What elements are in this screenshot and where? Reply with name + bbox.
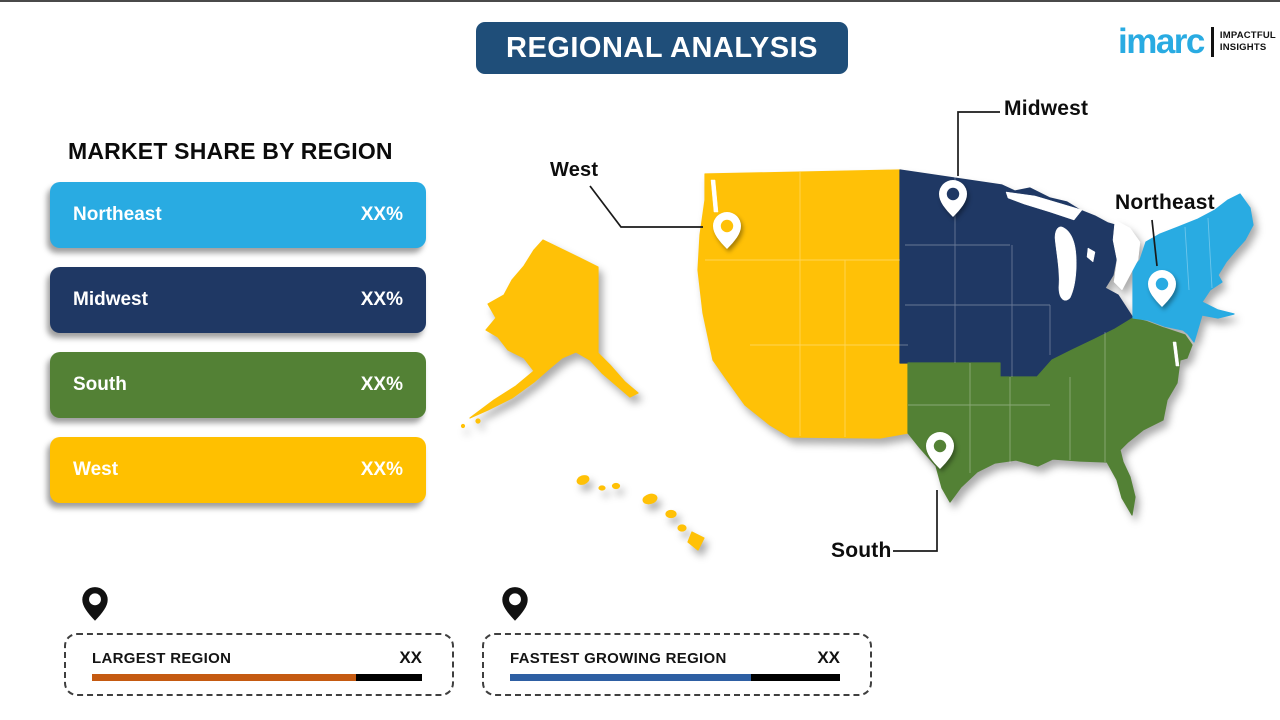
fastest-growing-region-bar-rest [750, 674, 840, 681]
largest-region-bar-rest [356, 674, 422, 681]
state-borders [705, 172, 1213, 473]
page-title: REGIONAL ANALYSIS [506, 31, 818, 64]
region-label: West [73, 459, 119, 480]
fastest-growing-region-bar-fill [510, 674, 751, 681]
map-hawaii [576, 475, 705, 551]
lake-huron-erie [1112, 219, 1141, 291]
largest-region-pin-icon [82, 587, 108, 621]
imarc-wordmark: imarc [1118, 22, 1205, 61]
midwest-leader-line [957, 111, 1000, 176]
market-share-bar-midwest: Midwest XX% [50, 267, 426, 333]
market-share-bar-northeast: Northeast XX% [50, 182, 426, 248]
map-label-south: South [831, 539, 892, 562]
label-leader-lines [589, 111, 1158, 552]
map-alaska [469, 239, 639, 419]
largest-region-label: LARGEST REGION [92, 649, 232, 667]
aleutian-island [460, 423, 466, 429]
northeast-pin-icon [1148, 270, 1176, 307]
logo-tagline-line2: INSIGHTS [1219, 41, 1267, 53]
lake-michigan [1054, 226, 1077, 301]
region-label: South [73, 374, 127, 395]
market-share-bar-west: West XX% [50, 437, 426, 503]
west-leader-line [589, 185, 703, 228]
us-regions-map [460, 111, 1254, 552]
chesapeake-bay [1172, 341, 1180, 367]
top-border-rule [0, 0, 1280, 2]
map-region-northeast [1132, 193, 1254, 343]
map-region-south [907, 317, 1193, 516]
fastest-growing-region-bar [510, 674, 840, 681]
fastest-growing-region-pin-icon [502, 587, 528, 621]
region-share-value: XX% [360, 204, 403, 225]
map-label-northeast: Northeast [1115, 191, 1215, 214]
aleutian-island [475, 418, 481, 424]
largest-region-bar [92, 674, 422, 681]
michigan-thumb-notch [1086, 247, 1096, 263]
logo-divider [1210, 26, 1214, 57]
fastest-growing-region-label: FASTEST GROWING REGION [510, 649, 727, 667]
fastest-growing-region-card: FASTEST GROWING REGION XX [482, 633, 872, 696]
lake-superior [1005, 191, 1083, 221]
logo-tagline-line1: IMPACTFUL [1219, 30, 1276, 42]
largest-region-card: LARGEST REGION XX [64, 633, 454, 696]
fastest-growing-region-value: XX [817, 648, 840, 667]
imarc-logo: imarc IMPACTFUL INSIGHTS [1118, 24, 1276, 59]
logo-tagline: IMPACTFUL INSIGHTS [1220, 30, 1276, 53]
market-share-heading: MARKET SHARE BY REGION [68, 138, 393, 164]
region-label: Northeast [73, 204, 162, 225]
map-label-west: West [550, 159, 599, 181]
midwest-pin-icon [939, 180, 967, 217]
market-share-bar-south: South XX% [50, 352, 426, 418]
region-label: Midwest [73, 289, 148, 310]
region-share-value: XX% [360, 289, 403, 310]
northeast-leader-line [1151, 219, 1158, 267]
west-pin-icon [713, 212, 741, 249]
largest-region-value: XX [399, 648, 422, 667]
largest-region-bar-fill [92, 674, 356, 681]
map-label-midwest: Midwest [1004, 97, 1089, 120]
puget-sound [710, 179, 719, 213]
region-share-value: XX% [360, 374, 403, 395]
region-share-value: XX% [360, 459, 403, 480]
title-banner: REGIONAL ANALYSIS [476, 22, 848, 74]
map-region-west [697, 169, 909, 439]
south-pin-icon [926, 432, 954, 469]
south-leader-line [893, 490, 938, 552]
market-share-list: Northeast XX% Midwest XX% South XX% West… [50, 182, 426, 522]
